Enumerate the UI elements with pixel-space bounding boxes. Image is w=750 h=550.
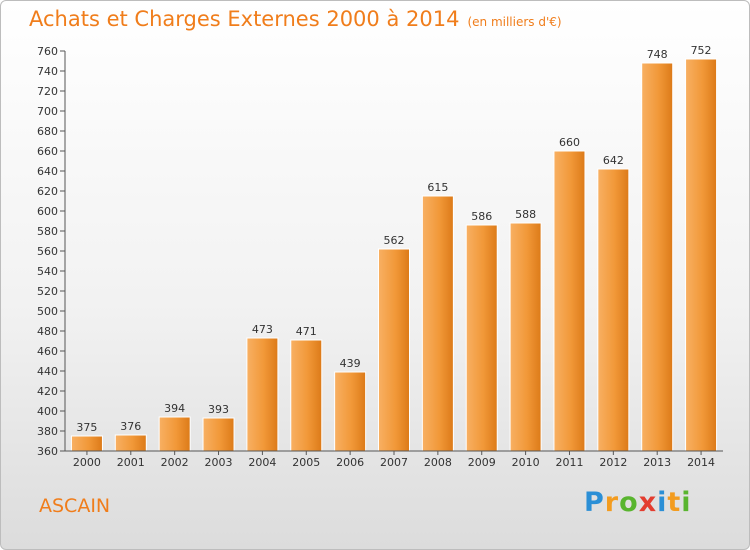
data-label: 471 <box>296 325 317 338</box>
data-label: 393 <box>208 403 229 416</box>
logo-letter: i <box>657 487 668 518</box>
x-tick-label: 2012 <box>599 456 627 469</box>
x-tick-label: 2009 <box>468 456 496 469</box>
chart-title: Achats et Charges Externes 2000 à 2014 (e… <box>29 7 562 31</box>
x-tick-label: 2004 <box>248 456 276 469</box>
y-tick-label: 360 <box>37 445 58 458</box>
x-axis: 2000 2001 2002 2003 2004 2005 2006 2007 2008 2009… <box>65 450 723 469</box>
y-tick-label: 440 <box>37 365 58 378</box>
y-tick-label: 480 <box>37 325 58 338</box>
x-tick-label: 2006 <box>336 456 364 469</box>
data-label: 586 <box>471 210 492 223</box>
chart-title-text: Achats et Charges Externes 2000 à 2014 <box>29 7 460 31</box>
logo-letter: r <box>604 487 620 518</box>
bar-2009 <box>465 224 498 452</box>
x-tick-label: 2011 <box>555 456 583 469</box>
bar-2001 <box>114 434 147 452</box>
bar-2014 <box>685 58 718 452</box>
logo-letter: o <box>619 487 639 518</box>
x-tick-label: 2005 <box>292 456 320 469</box>
y-tick-label: 520 <box>37 285 58 298</box>
bar-2003 <box>202 417 235 452</box>
y-tick-label: 400 <box>37 405 58 418</box>
chart-subtitle: (en milliers d'€) <box>467 15 562 29</box>
data-label: 642 <box>603 154 624 167</box>
y-tick-label: 540 <box>37 265 58 278</box>
y-tick-label: 660 <box>37 145 58 158</box>
y-tick-label: 420 <box>37 385 58 398</box>
data-label: 473 <box>252 323 273 336</box>
x-tick-label: 2010 <box>512 456 540 469</box>
data-label: 394 <box>164 402 185 415</box>
logo-letter: i <box>681 487 692 518</box>
x-tick-label: 2008 <box>424 456 452 469</box>
y-tick-label: 600 <box>37 205 58 218</box>
bar-2005 <box>290 339 323 452</box>
bar-2008 <box>421 195 454 452</box>
x-tick-label: 2002 <box>161 456 189 469</box>
bar-2013 <box>641 62 674 452</box>
y-tick-label: 460 <box>37 345 58 358</box>
data-label: 375 <box>76 421 97 434</box>
y-tick-label: 500 <box>37 305 58 318</box>
bar-2000 <box>70 435 103 452</box>
x-tick-label: 2003 <box>205 456 233 469</box>
data-label: 376 <box>120 420 141 433</box>
y-tick-label: 720 <box>37 85 58 98</box>
x-tick-label: 2013 <box>643 456 671 469</box>
data-label: 562 <box>384 234 405 247</box>
x-tick-label: 2000 <box>73 456 101 469</box>
y-tick-label: 380 <box>37 425 58 438</box>
y-tick-label: 740 <box>37 65 58 78</box>
logo-letter: t <box>667 487 682 518</box>
data-label: 752 <box>691 44 712 57</box>
x-tick-label: 2001 <box>117 456 145 469</box>
bar-2012 <box>597 168 630 452</box>
y-tick-label: 700 <box>37 105 58 118</box>
x-tick-label: 2014 <box>687 456 715 469</box>
commune-name: ASCAIN <box>39 495 111 517</box>
proxiti-logo: Proxiti <box>584 487 692 518</box>
data-label: 615 <box>427 181 448 194</box>
bar-2006 <box>334 371 367 452</box>
y-tick-label: 580 <box>37 225 58 238</box>
y-tick-label: 760 <box>37 45 58 58</box>
logo-letter: P <box>584 487 605 518</box>
data-label: 660 <box>559 136 580 149</box>
data-label: 439 <box>340 357 361 370</box>
data-label: 588 <box>515 208 536 221</box>
bar-2011 <box>553 150 586 452</box>
bars-group: 375 376 394 393 473 471 439 562 615 586 588 660 642 7… <box>70 44 718 452</box>
data-label: 748 <box>647 48 668 61</box>
y-tick-label: 560 <box>37 245 58 258</box>
bar-2002 <box>158 416 191 452</box>
bar-2010 <box>509 222 542 452</box>
y-tick-label: 680 <box>37 125 58 138</box>
y-tick-label: 620 <box>37 185 58 198</box>
y-tick-label: 640 <box>37 165 58 178</box>
bar-2007 <box>378 248 410 452</box>
x-tick-label: 2007 <box>380 456 408 469</box>
logo-letter: x <box>638 487 658 518</box>
y-axis: 360 380 400 420 440 460 480 500 520 540 560 580 600 6… <box>37 45 66 458</box>
bar-2004 <box>246 337 279 452</box>
